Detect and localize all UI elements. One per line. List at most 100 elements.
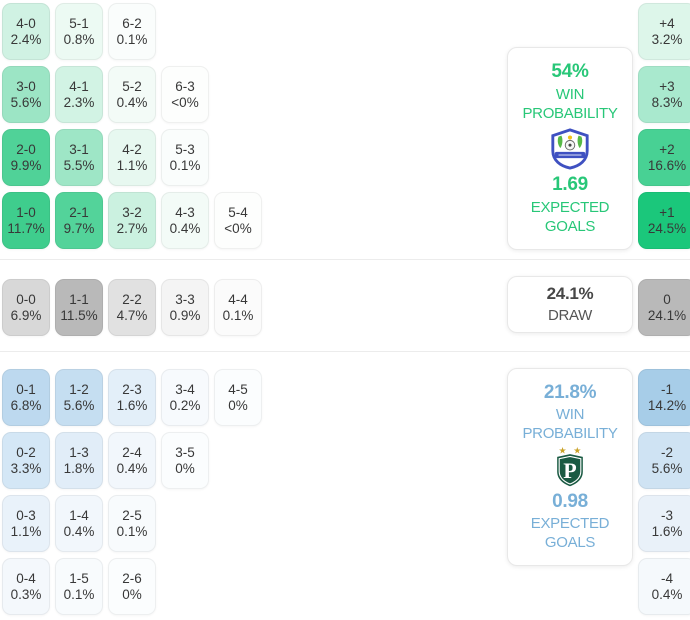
probability-label: 5.5% (63, 158, 95, 173)
probability-label: 5.6% (63, 398, 95, 413)
score-label: 3-5 (175, 444, 195, 460)
probability-label: 0.2% (169, 398, 201, 413)
probability-label: 5.6% (10, 95, 42, 110)
away-win-probability-label: WIN PROBABILITY (522, 406, 618, 442)
score-label: 4-2 (122, 141, 142, 157)
probability-label: 0.3% (10, 587, 42, 602)
grid-row: +2 16.6% (638, 129, 690, 186)
score-label: -3 (660, 507, 673, 523)
grid-row: 2-0 9.9% 3-1 5.5% 4-2 1.1% 5-3 0.1% (2, 129, 262, 186)
probability-label: 0.1% (116, 524, 148, 539)
grid-row: 1-0 11.7% 2-1 9.7% 3-2 2.7% 4-3 0.4% 5-4 <0% (2, 192, 262, 249)
probability-label: 1.6% (651, 524, 683, 539)
away-win-summary-panel: 21.8% WIN PROBABILITY ★ ★ P 0.98 EXPECTE… (507, 368, 633, 566)
score-cell: 4-3 0.4% (161, 192, 209, 249)
grid-row: 4-0 2.4% 5-1 0.8% 6-2 0.1% (2, 3, 262, 60)
probability-label: 4.7% (116, 308, 148, 323)
probability-label: 3.2% (651, 32, 683, 47)
probability-label: 0.1% (222, 308, 254, 323)
score-cell: 3-0 5.6% (2, 66, 50, 123)
score-cell: 4-2 1.1% (108, 129, 156, 186)
score-label: 4-1 (69, 78, 89, 94)
probability-label: 24.5% (647, 221, 687, 236)
grid-row: -3 1.6% (638, 495, 690, 552)
draw-goal-margin-column: 0 24.1% (638, 279, 690, 336)
probability-label: 0.4% (651, 587, 683, 602)
probability-label: 1.1% (116, 158, 148, 173)
score-label: 1-3 (69, 444, 89, 460)
score-cell: 2-4 0.4% (108, 432, 156, 489)
probability-label: 8.3% (651, 95, 683, 110)
score-cell: 4-5 0% (214, 369, 262, 426)
score-cell: 0-3 1.1% (2, 495, 50, 552)
score-label: 1-0 (16, 204, 36, 220)
score-label: 0-3 (16, 507, 36, 523)
probability-label: 0% (175, 461, 195, 476)
score-label: -4 (660, 570, 673, 586)
score-label: 4-5 (228, 381, 248, 397)
score-label: 6-2 (122, 15, 142, 31)
score-cell: 0-0 6.9% (2, 279, 50, 336)
goal-margin-cell: -1 14.2% (638, 369, 690, 426)
probability-label: <0% (171, 95, 199, 110)
score-label: +3 (659, 78, 675, 94)
score-label: 2-2 (122, 291, 142, 307)
score-label: 0-4 (16, 570, 36, 586)
home-team-crest-icon (549, 127, 591, 171)
probability-label: 0.1% (169, 158, 201, 173)
score-cell: 3-4 0.2% (161, 369, 209, 426)
svg-text:★: ★ (573, 445, 581, 455)
goal-margin-cell: +1 24.5% (638, 192, 690, 249)
probability-label: 0.1% (116, 32, 148, 47)
probability-label: 2.7% (116, 221, 148, 236)
score-label: 1-2 (69, 381, 89, 397)
probability-label: 11.5% (60, 308, 98, 323)
probability-label: 1.6% (116, 398, 148, 413)
score-label: 3-4 (175, 381, 195, 397)
home-win-probability-value: 54% (551, 61, 589, 82)
score-cell: 5-3 0.1% (161, 129, 209, 186)
score-label: 3-2 (122, 204, 142, 220)
score-label: 2-1 (69, 204, 89, 220)
score-cell: 2-2 4.7% (108, 279, 156, 336)
probability-label: 0.4% (116, 461, 148, 476)
score-cell: 5-1 0.8% (55, 3, 103, 60)
grid-row: 0-3 1.1% 1-4 0.4% 2-5 0.1% (2, 495, 262, 552)
score-label: 2-3 (122, 381, 142, 397)
probability-label: 2.3% (63, 95, 95, 110)
score-cell: 2-5 0.1% (108, 495, 156, 552)
away-expected-goals-label: EXPECTED GOALS (530, 515, 610, 551)
probability-label: 1.8% (63, 461, 95, 476)
away-expected-goals-value: 0.98 (552, 491, 588, 513)
draw-scores-grid: 0-0 6.9% 1-1 11.5% 2-2 4.7% 3-3 0.9% 4-4 0.1% (2, 279, 262, 336)
home-goal-margin-column: +4 3.2% +3 8.3% +2 16.6% +1 24.5% (638, 3, 690, 249)
score-label: -2 (660, 444, 673, 460)
score-cell: 3-2 2.7% (108, 192, 156, 249)
goal-margin-cell: -4 0.4% (638, 558, 690, 615)
score-label: 4-0 (16, 15, 36, 31)
goal-margin-cell: +2 16.6% (638, 129, 690, 186)
score-label: +2 (659, 141, 675, 157)
score-label: 2-5 (122, 507, 142, 523)
grid-row: 3-0 5.6% 4-1 2.3% 5-2 0.4% 6-3 <0% (2, 66, 262, 123)
probability-label: 0.1% (63, 587, 95, 602)
score-label: 0 (663, 291, 671, 307)
score-cell: 1-5 0.1% (55, 558, 103, 615)
grid-row: +1 24.5% (638, 192, 690, 249)
score-cell: 0-4 0.3% (2, 558, 50, 615)
section-separator (0, 259, 690, 260)
probability-label: 0% (228, 398, 248, 413)
probability-label: 0.4% (169, 221, 201, 236)
draw-label: DRAW (547, 306, 593, 324)
score-label: 2-6 (122, 570, 142, 586)
score-cell: 3-3 0.9% (161, 279, 209, 336)
draw-probability-value: 24.1% (546, 283, 594, 303)
score-label: 5-2 (122, 78, 142, 94)
score-cell: 1-3 1.8% (55, 432, 103, 489)
score-label: 0-0 (16, 291, 36, 307)
grid-row: 0-4 0.3% 1-5 0.1% 2-6 0% (2, 558, 262, 615)
probability-label: 24.1% (647, 308, 687, 323)
away-team-crest-icon: ★ ★ P (550, 445, 590, 489)
score-cell: 5-2 0.4% (108, 66, 156, 123)
score-cell: 5-4 <0% (214, 192, 262, 249)
